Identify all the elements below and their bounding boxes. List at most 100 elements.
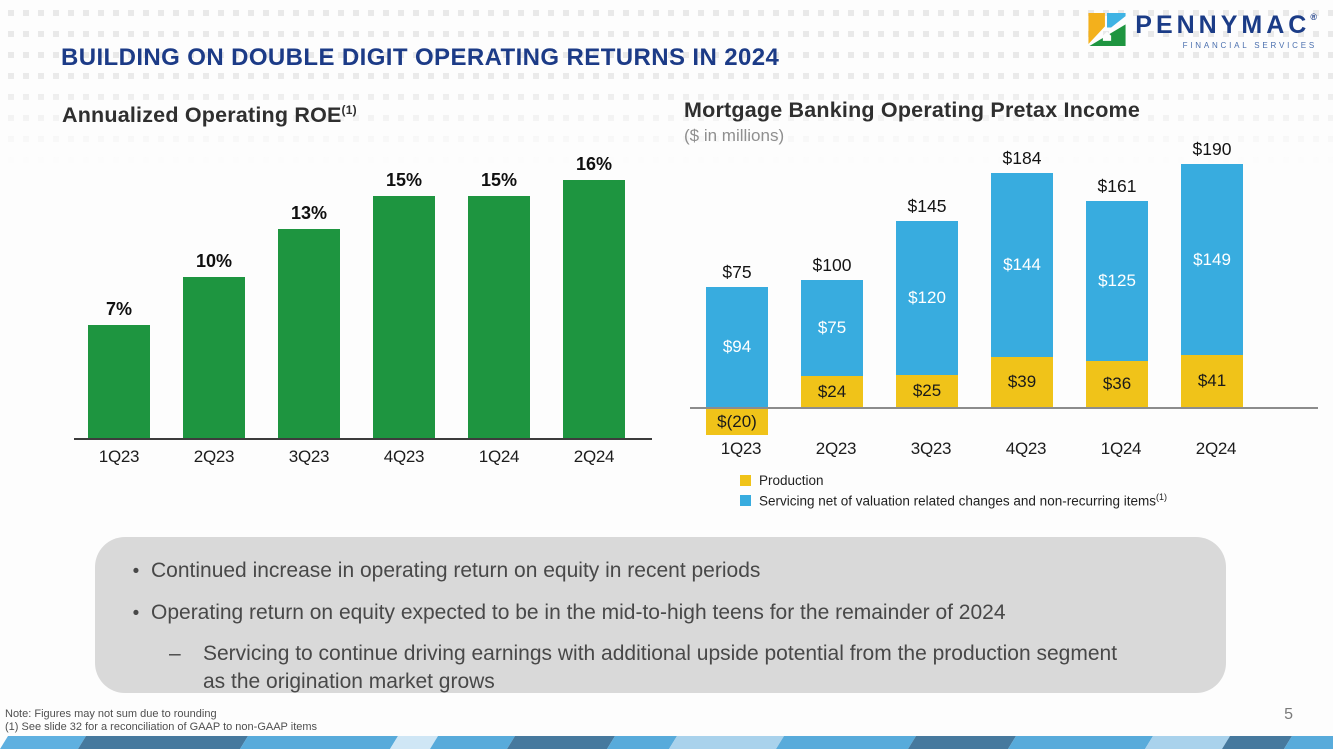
production-swatch: [740, 475, 751, 486]
roe-tick: 1Q23: [98, 447, 140, 467]
mbi-tick: 1Q24: [1100, 439, 1142, 458]
footer-decor-strip: [0, 736, 1333, 749]
sub-bullet: Servicing to continue driving earnings w…: [169, 640, 1196, 695]
production-segment: $39: [991, 357, 1053, 407]
mbi-chart-subtitle: ($ in millions): [684, 126, 785, 145]
roe-column: 15%: [468, 170, 530, 439]
mbi-total-label: $190: [1192, 139, 1232, 159]
servicing-value-label: $149: [1193, 249, 1231, 269]
mbi-total-label: $145: [907, 196, 947, 216]
legend-label-servicing: Servicing net of valuation related chang…: [759, 492, 1167, 509]
production-value-label: $39: [1007, 372, 1037, 391]
bullet-glyph: [121, 557, 151, 585]
roe-column: 13%: [278, 203, 340, 439]
footnote-2: (1) See slide 32 for a reconciliation of…: [5, 720, 318, 733]
mbi-column: $100 $75 $24: [801, 255, 863, 407]
production-value-label: $25: [912, 381, 942, 400]
roe-bar: [373, 196, 435, 439]
mbi-tick: 1Q23: [720, 439, 762, 458]
mbi-column: $184 $144 $39: [991, 148, 1053, 407]
strip-segment: [0, 736, 86, 749]
strip-segment: [78, 736, 248, 749]
bullet-glyph: [121, 599, 151, 627]
strip-segment: [776, 736, 916, 749]
mbi-total-label: $100: [812, 255, 852, 275]
mbi-tick: 2Q24: [1195, 439, 1237, 458]
legend-label-production: Production: [759, 473, 824, 488]
roe-bar-label: 16%: [575, 154, 613, 175]
roe-tick: 3Q23: [288, 447, 330, 467]
servicing-swatch: [740, 494, 751, 506]
production-value-label: $41: [1197, 371, 1227, 390]
servicing-value-label: $144: [1003, 255, 1041, 274]
production-value-label: $36: [1102, 374, 1132, 393]
strip-segment: [669, 736, 784, 749]
roe-plot: 7% 10% 13% 15% 15% 16%: [74, 129, 652, 441]
servicing-segment: $149: [1181, 164, 1243, 355]
registered-mark: ®: [1310, 12, 1317, 22]
servicing-segment: $94: [706, 287, 768, 407]
roe-bar: [88, 325, 150, 439]
bullet-1-text: Continued increase in operating return o…: [151, 559, 761, 582]
pennymac-logo-icon: [1088, 13, 1126, 46]
roe-chart-title: Annualized Operating ROE(1): [62, 103, 357, 128]
strip-segment: [607, 736, 677, 749]
page-number: 5: [1284, 706, 1293, 723]
roe-bar-label: 7%: [105, 299, 132, 320]
strip-segment: [430, 736, 515, 749]
strip-segment: [1008, 736, 1153, 749]
brand-name: PENNYMAC®: [1135, 11, 1317, 39]
bullet-2: Operating return on equity expected to b…: [121, 599, 1196, 627]
servicing-segment: $75: [801, 280, 863, 376]
roe-bar: [563, 180, 625, 439]
roe-column: 7%: [88, 299, 150, 439]
roe-tick: 4Q23: [383, 447, 425, 467]
mbi-column: $145 $120 $25: [896, 196, 958, 407]
production-segment-negative: $(20): [706, 409, 768, 435]
roe-bar: [183, 277, 245, 439]
servicing-segment: $144: [991, 173, 1053, 357]
servicing-segment: $120: [896, 221, 958, 375]
strip-segment: [507, 736, 615, 749]
strip-segment: [1145, 736, 1230, 749]
roe-tick: 1Q24: [478, 447, 520, 467]
servicing-value-label: $125: [1098, 271, 1136, 290]
servicing-value-label: $120: [908, 288, 946, 307]
bullet-1: Continued increase in operating return o…: [121, 557, 1196, 585]
mbi-column: $190 $149 $41: [1181, 139, 1243, 407]
mbi-chart-title: Mortgage Banking Operating Pretax Income: [684, 98, 1141, 122]
footnotes: Note: Figures may not sum due to roundin…: [5, 708, 317, 733]
legend: Production Servicing net of valuation re…: [740, 473, 1328, 509]
roe-column: 16%: [563, 154, 625, 439]
footnote-1: Note: Figures may not sum due to roundin…: [5, 708, 217, 720]
production-value-label: $(20): [717, 412, 757, 431]
production-segment: $25: [896, 375, 958, 407]
strip-segment: [1284, 736, 1333, 749]
pennymac-logo-text: PENNYMAC® FINANCIAL SERVICES: [1135, 11, 1317, 51]
roe-column: 15%: [373, 170, 435, 439]
slide-title: BUILDING ON DOUBLE DIGIT OPERATING RETUR…: [61, 44, 780, 71]
mbi-tick: 4Q23: [1005, 439, 1047, 458]
roe-bar: [468, 196, 530, 439]
production-segment: $24: [801, 376, 863, 407]
roe-tick: 2Q23: [193, 447, 235, 467]
takeaway-box: Continued increase in operating return o…: [95, 537, 1226, 693]
roe-tick: 2Q24: [573, 447, 615, 467]
strip-segment: [1222, 736, 1292, 749]
strip-segment: [240, 736, 398, 749]
pennymac-logo: PENNYMAC® FINANCIAL SERVICES: [1088, 13, 1317, 50]
roe-bar-label: 13%: [290, 203, 328, 224]
production-segment: $41: [1181, 355, 1243, 407]
servicing-value-label: $75: [817, 318, 847, 337]
mbi-column: $161 $125 $36: [1086, 176, 1148, 407]
roe-column: 10%: [183, 251, 245, 439]
roe-bar: [278, 229, 340, 439]
mbi-total-label: $184: [1002, 148, 1042, 168]
legend-item-servicing: Servicing net of valuation related chang…: [740, 492, 1328, 509]
mbi-tick: 3Q23: [910, 439, 952, 458]
bullet-2-text: Operating return on equity expected to b…: [151, 600, 1006, 624]
dash-glyph: [169, 640, 203, 695]
mbi-plot: $75 $94 $(20) $100 $75 $24 $145 $120 $25 $184 $144…: [690, 139, 1318, 435]
production-segment: $36: [1086, 361, 1148, 407]
